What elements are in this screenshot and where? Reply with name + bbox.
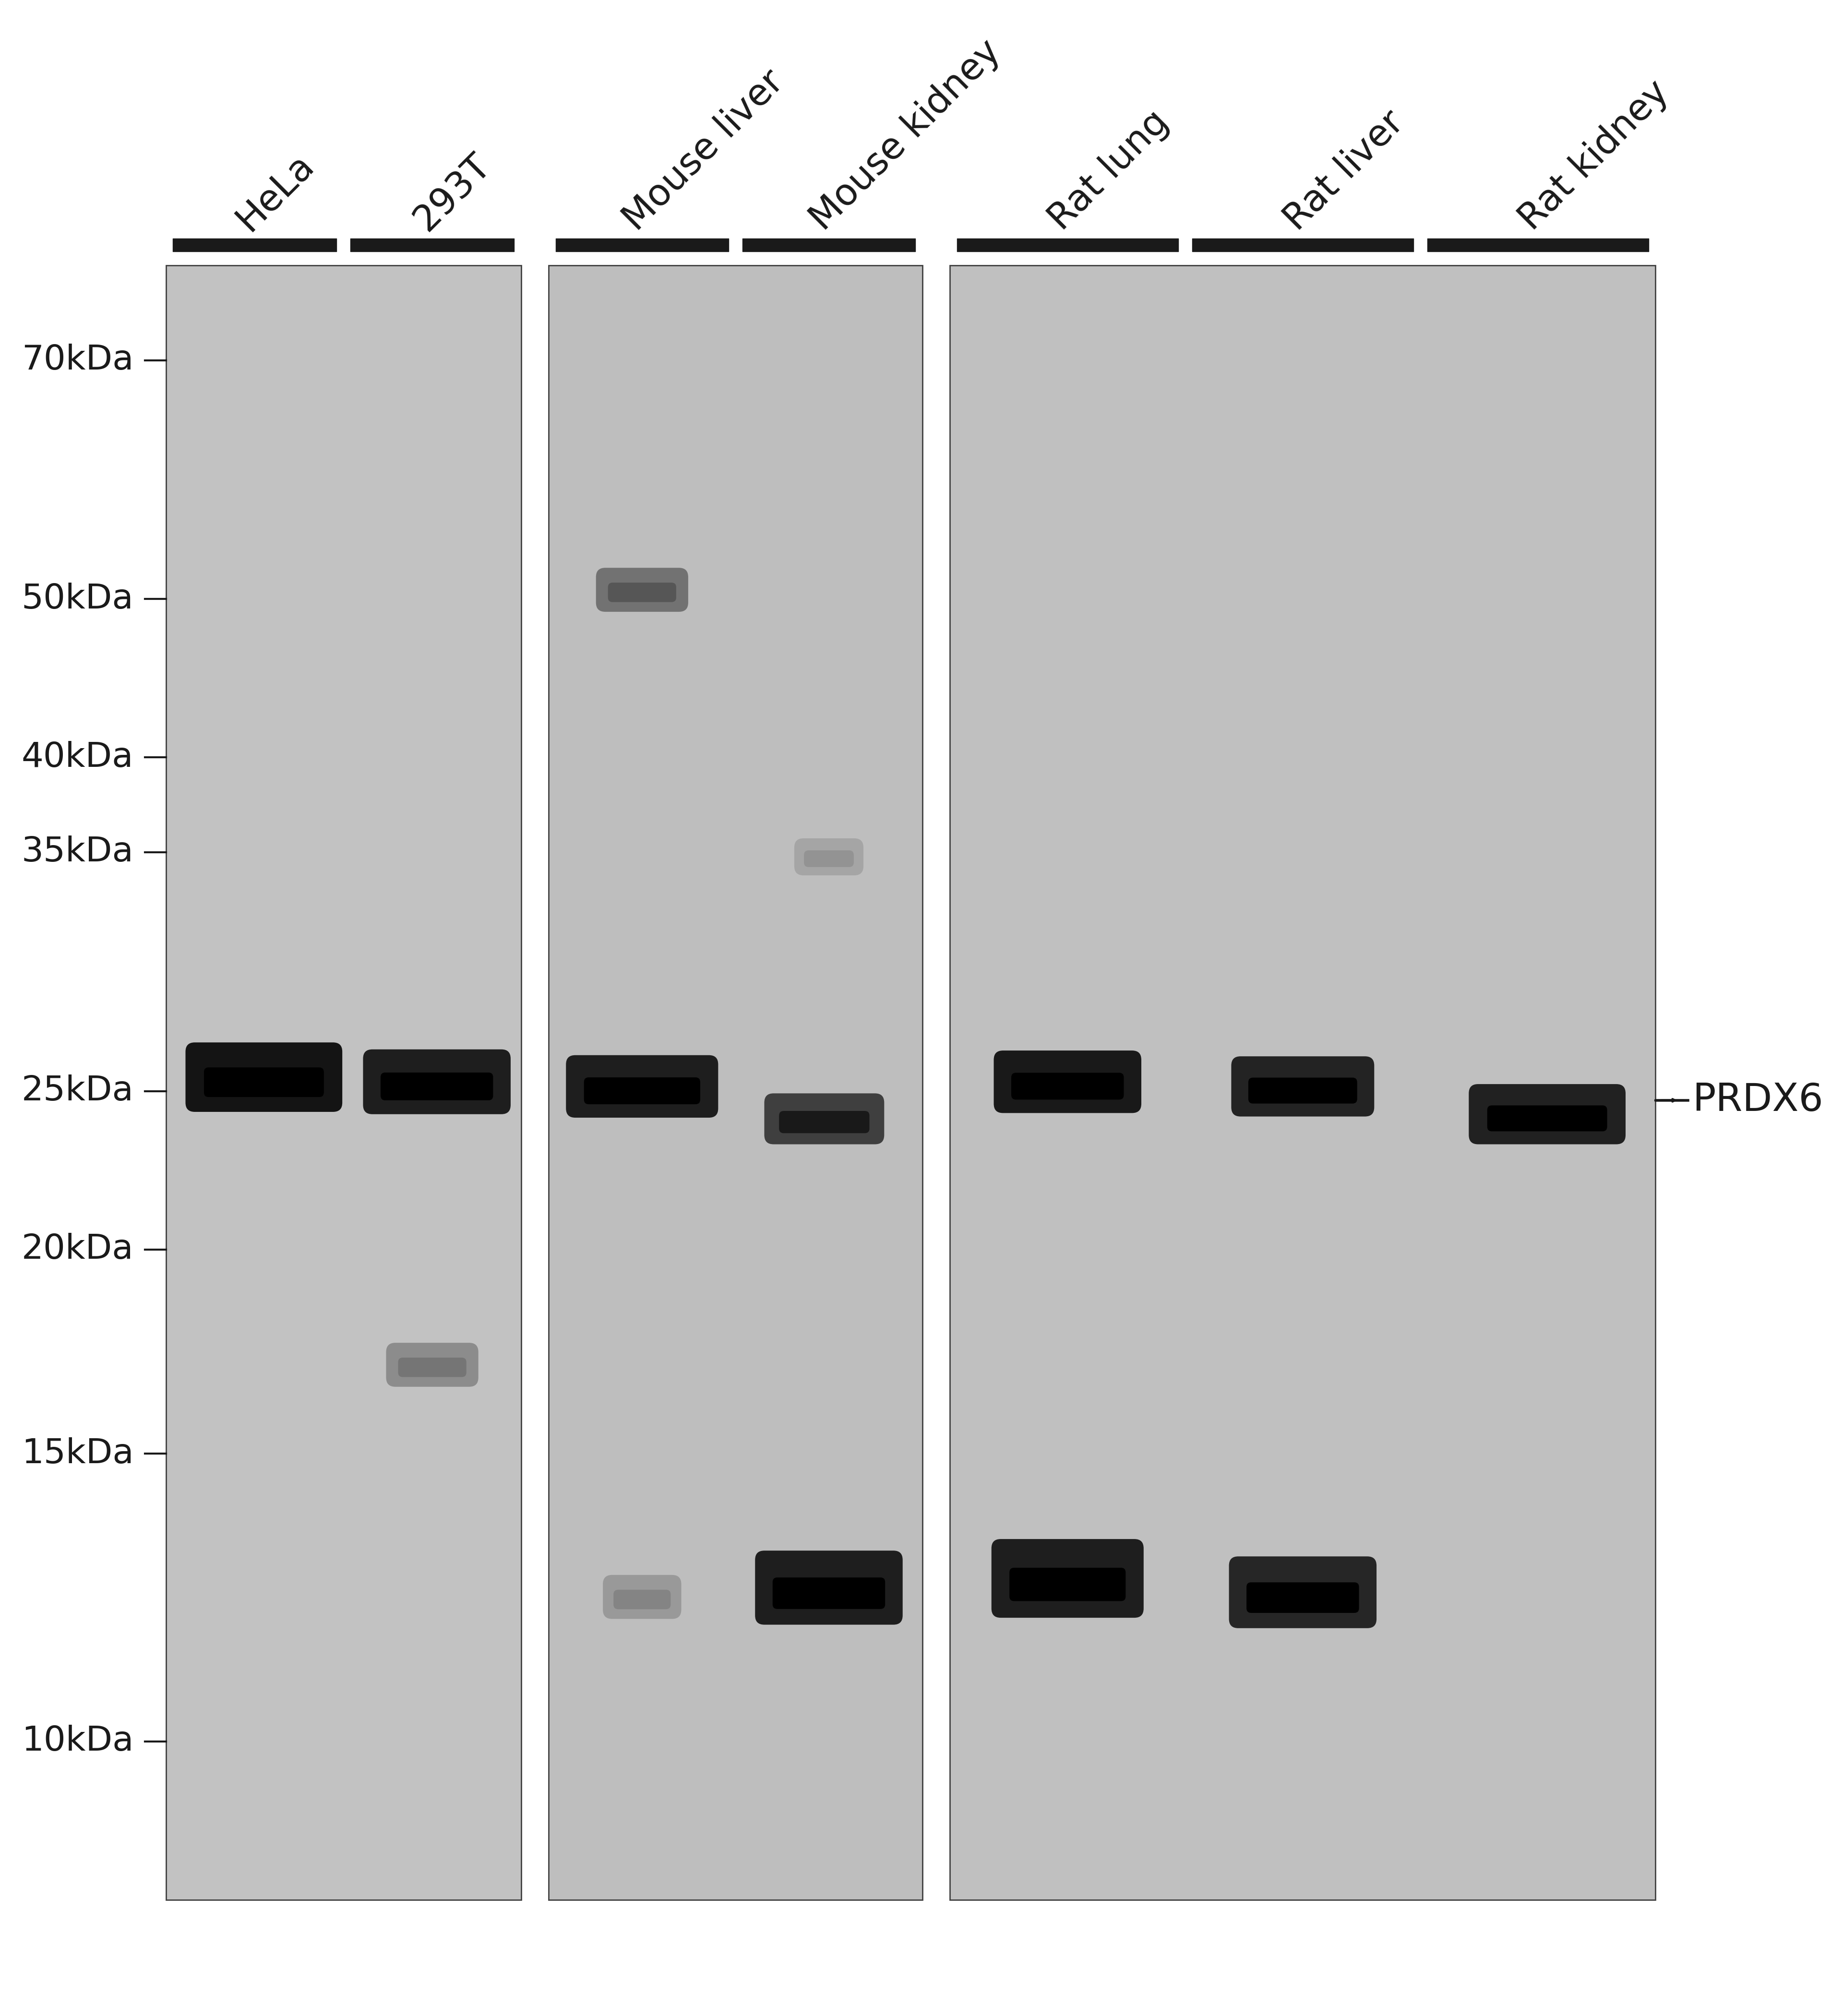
Text: 40kDa: 40kDa	[22, 742, 133, 774]
FancyBboxPatch shape	[1229, 1556, 1377, 1629]
FancyBboxPatch shape	[603, 1574, 682, 1619]
Text: 70kDa: 70kDa	[22, 343, 133, 377]
FancyBboxPatch shape	[387, 1343, 479, 1387]
Text: Rat kidney: Rat kidney	[1513, 75, 1677, 238]
Text: Mouse kidney: Mouse kidney	[804, 34, 1008, 238]
FancyBboxPatch shape	[1469, 1085, 1626, 1145]
Text: Rat liver: Rat liver	[1277, 105, 1412, 238]
FancyBboxPatch shape	[614, 1591, 671, 1609]
FancyBboxPatch shape	[1012, 1073, 1124, 1099]
FancyBboxPatch shape	[1231, 1056, 1375, 1117]
Text: 50kDa: 50kDa	[22, 583, 133, 615]
FancyBboxPatch shape	[794, 839, 864, 875]
FancyBboxPatch shape	[780, 1111, 870, 1133]
FancyBboxPatch shape	[772, 1577, 885, 1609]
Text: PRDX6: PRDX6	[1692, 1081, 1823, 1119]
FancyBboxPatch shape	[380, 1073, 494, 1101]
FancyBboxPatch shape	[584, 1077, 700, 1105]
Bar	[166, 266, 522, 1899]
FancyBboxPatch shape	[1246, 1583, 1358, 1613]
FancyBboxPatch shape	[205, 1066, 324, 1097]
FancyBboxPatch shape	[1248, 1079, 1356, 1103]
Text: Rat lung: Rat lung	[1043, 105, 1176, 238]
FancyBboxPatch shape	[992, 1538, 1145, 1617]
FancyBboxPatch shape	[1010, 1568, 1126, 1601]
Bar	[549, 266, 922, 1899]
Text: 293T: 293T	[407, 147, 498, 238]
FancyBboxPatch shape	[756, 1550, 903, 1625]
FancyBboxPatch shape	[765, 1093, 885, 1145]
FancyBboxPatch shape	[363, 1050, 511, 1115]
Text: 20kDa: 20kDa	[22, 1234, 133, 1266]
Text: Mouse liver: Mouse liver	[617, 65, 791, 238]
FancyBboxPatch shape	[608, 583, 676, 603]
FancyBboxPatch shape	[595, 569, 687, 611]
FancyBboxPatch shape	[398, 1357, 466, 1377]
FancyBboxPatch shape	[186, 1042, 343, 1113]
FancyBboxPatch shape	[566, 1054, 719, 1117]
Text: HeLa: HeLa	[230, 147, 321, 238]
Text: 15kDa: 15kDa	[22, 1437, 133, 1470]
Text: 25kDa: 25kDa	[22, 1075, 133, 1107]
FancyBboxPatch shape	[993, 1050, 1141, 1113]
Bar	[949, 266, 1655, 1899]
Text: 10kDa: 10kDa	[22, 1726, 133, 1758]
Text: 35kDa: 35kDa	[22, 837, 133, 869]
FancyBboxPatch shape	[1487, 1105, 1607, 1131]
FancyBboxPatch shape	[804, 851, 853, 867]
